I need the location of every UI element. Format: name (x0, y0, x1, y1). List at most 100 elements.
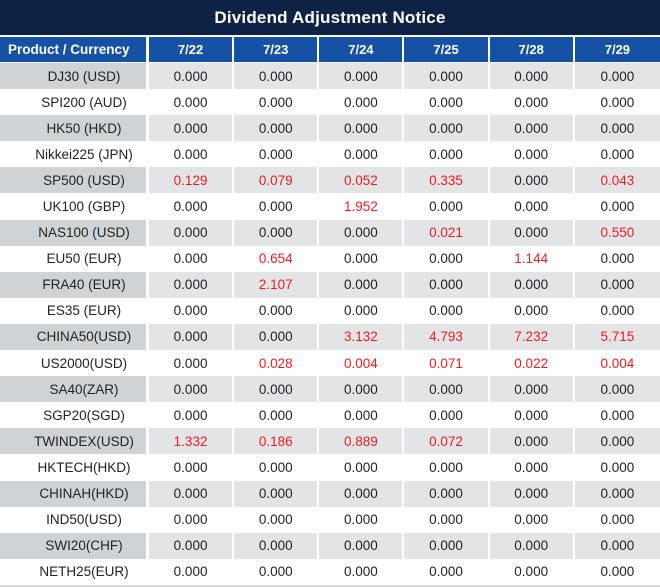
value-cell: 0.079 (234, 167, 320, 194)
table-row: SWI20(CHF) 0.000 0.000 0.000 0.000 0.000 0.000 (0, 532, 660, 559)
bottom-divider (0, 584, 660, 587)
value-cell: 0.000 (319, 558, 405, 585)
date-header: 7/28 (489, 37, 575, 63)
value-cell: 0.000 (149, 454, 235, 481)
value-cell: 0.000 (149, 297, 235, 324)
value-cell: 0.000 (234, 558, 320, 585)
value-cell: 0.000 (404, 532, 490, 559)
value-cell: 0.000 (319, 532, 405, 559)
value-cell: 0.000 (404, 63, 490, 90)
product-cell: TWINDEX(USD) (0, 428, 149, 455)
product-cell: FRA40 (EUR) (0, 271, 149, 298)
value-cell: 0.000 (574, 89, 660, 116)
product-cell: SPI200 (AUD) (0, 89, 149, 116)
value-cell: 0.000 (574, 532, 660, 559)
value-cell: 0.000 (149, 141, 235, 168)
value-cell: 0.000 (489, 297, 575, 324)
table-row: US2000(USD) 0.000 0.028 0.004 0.071 0.022 0.00… (0, 350, 660, 377)
table-row: FRA40 (EUR) 0.000 2.107 0.000 0.000 0.000 0.00… (0, 271, 660, 298)
product-cell: CHINA50(USD) (0, 323, 149, 351)
table-row: CHINAH(HKD) 0.000 0.000 0.000 0.000 0.000 0.00… (0, 480, 660, 507)
dividend-table: Product / Currency 7/22 7/23 7/24 7/25 7… (0, 37, 660, 585)
product-currency-header: Product / Currency (0, 37, 149, 63)
date-header: 7/22 (149, 37, 235, 63)
product-cell: SWI20(CHF) (0, 532, 149, 559)
table-row: TWINDEX(USD) 1.332 0.186 0.889 0.072 0.000 0.0… (0, 428, 660, 455)
value-cell: 0.000 (489, 219, 575, 246)
value-cell: 0.000 (404, 141, 490, 168)
value-cell: 0.000 (574, 402, 660, 429)
value-cell: 0.000 (404, 506, 490, 533)
value-cell: 0.021 (404, 219, 490, 246)
value-cell: 0.000 (319, 480, 405, 507)
value-cell: 0.000 (149, 245, 235, 272)
value-cell: 0.000 (149, 63, 235, 90)
value-cell: 0.000 (234, 297, 320, 324)
value-cell: 0.000 (319, 402, 405, 429)
table-row: SGP20(SGD) 0.000 0.000 0.000 0.000 0.000 0.000 (0, 402, 660, 429)
value-cell: 0.022 (489, 350, 575, 377)
product-cell: SGP20(SGD) (0, 402, 149, 429)
value-cell: 0.000 (574, 115, 660, 142)
value-cell: 0.000 (489, 428, 575, 455)
value-cell: 0.000 (234, 63, 320, 90)
value-cell: 0.000 (149, 402, 235, 429)
value-cell: 0.043 (574, 167, 660, 194)
value-cell: 0.000 (234, 141, 320, 168)
value-cell: 0.000 (234, 323, 320, 351)
table-row: EU50 (EUR) 0.000 0.654 0.000 0.000 1.144 0.000 (0, 245, 660, 272)
value-cell: 0.000 (149, 115, 235, 142)
table-row: IND50(USD) 0.000 0.000 0.000 0.000 0.000 0.000 (0, 506, 660, 533)
table-row: Nikkei225 (JPN) 0.000 0.000 0.000 0.000 0.000… (0, 141, 660, 168)
value-cell: 0.000 (489, 63, 575, 90)
value-cell: 0.000 (574, 297, 660, 324)
value-cell: 0.000 (149, 323, 235, 351)
value-cell: 0.000 (234, 89, 320, 116)
value-cell: 0.889 (319, 428, 405, 455)
value-cell: 0.000 (149, 350, 235, 377)
table-row: ES35 (EUR) 0.000 0.000 0.000 0.000 0.000 0.000 (0, 297, 660, 324)
product-cell: HKTECH(HKD) (0, 454, 149, 481)
table-row: SA40(ZAR) 0.000 0.000 0.000 0.000 0.000 0.000 (0, 376, 660, 403)
value-cell: 0.000 (149, 558, 235, 585)
value-cell: 0.000 (404, 115, 490, 142)
product-cell: UK100 (GBP) (0, 193, 149, 220)
table-row: HK50 (HKD) 0.000 0.000 0.000 0.000 0.000 0.000 (0, 115, 660, 142)
value-cell: 0.000 (574, 271, 660, 298)
value-cell: 0.071 (404, 350, 490, 377)
table-row: NAS100 (USD) 0.000 0.000 0.000 0.021 0.000 0.5… (0, 219, 660, 246)
value-cell: 0.000 (404, 402, 490, 429)
product-cell: NAS100 (USD) (0, 219, 149, 246)
value-cell: 0.000 (404, 376, 490, 403)
value-cell: 0.000 (489, 454, 575, 481)
value-cell: 0.004 (319, 350, 405, 377)
value-cell: 0.000 (404, 297, 490, 324)
value-cell: 0.654 (234, 245, 320, 272)
product-cell: DJ30 (USD) (0, 63, 149, 90)
date-header: 7/25 (404, 37, 490, 63)
value-cell: 0.000 (319, 506, 405, 533)
value-cell: 0.000 (234, 480, 320, 507)
value-cell: 0.335 (404, 167, 490, 194)
product-cell: EU50 (EUR) (0, 245, 149, 272)
value-cell: 0.000 (319, 219, 405, 246)
value-cell: 0.186 (234, 428, 320, 455)
value-cell: 0.000 (319, 245, 405, 272)
value-cell: 0.000 (574, 506, 660, 533)
value-cell: 7.232 (489, 323, 575, 351)
product-cell: HK50 (HKD) (0, 115, 149, 142)
value-cell: 4.793 (404, 323, 490, 351)
table-row: NETH25(EUR) 0.000 0.000 0.000 0.000 0.000 0.00… (0, 558, 660, 585)
value-cell: 1.332 (149, 428, 235, 455)
table-row: DJ30 (USD) 0.000 0.000 0.000 0.000 0.000 0.000 (0, 63, 660, 90)
value-cell: 0.000 (574, 245, 660, 272)
value-cell: 0.550 (574, 219, 660, 246)
product-cell: CHINAH(HKD) (0, 480, 149, 507)
value-cell: 0.000 (149, 89, 235, 116)
value-cell: 0.000 (404, 89, 490, 116)
page-title: Dividend Adjustment Notice (0, 0, 660, 35)
product-cell: ES35 (EUR) (0, 297, 149, 324)
value-cell: 1.144 (489, 245, 575, 272)
value-cell: 0.000 (234, 115, 320, 142)
